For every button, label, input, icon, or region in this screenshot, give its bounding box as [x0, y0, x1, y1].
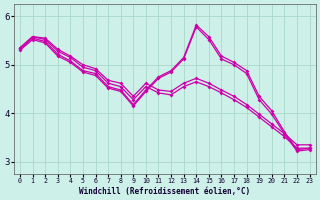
X-axis label: Windchill (Refroidissement éolien,°C): Windchill (Refroidissement éolien,°C): [79, 187, 250, 196]
